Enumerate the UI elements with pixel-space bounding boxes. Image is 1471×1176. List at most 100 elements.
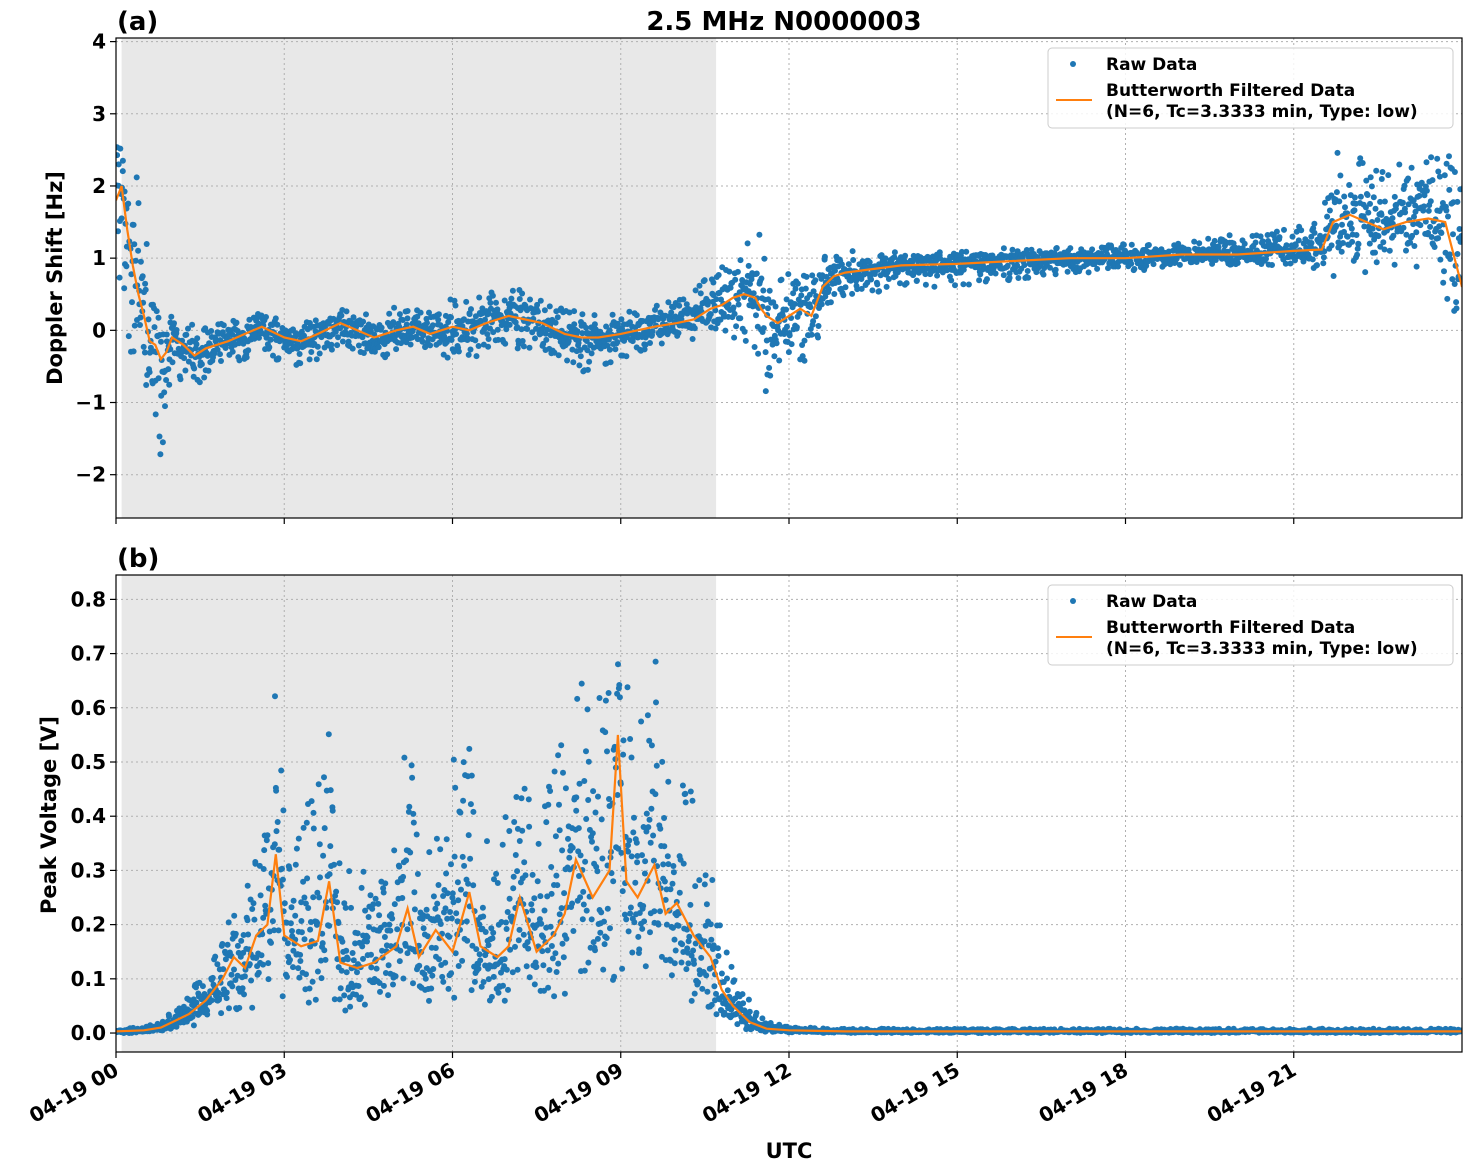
raw-data-point bbox=[361, 869, 367, 875]
raw-data-point bbox=[1411, 243, 1417, 249]
raw-data-point bbox=[493, 300, 499, 306]
raw-data-point bbox=[550, 955, 556, 961]
raw-data-point bbox=[710, 280, 716, 286]
y-tick-label: 3 bbox=[92, 102, 106, 126]
raw-data-point bbox=[519, 291, 525, 297]
raw-data-point bbox=[1354, 232, 1360, 238]
raw-data-point bbox=[197, 379, 203, 385]
raw-data-point bbox=[334, 899, 340, 905]
raw-data-point bbox=[156, 315, 162, 321]
raw-data-point bbox=[193, 1000, 199, 1006]
raw-data-point bbox=[218, 1010, 224, 1016]
raw-data-point bbox=[457, 810, 463, 816]
raw-data-point bbox=[522, 786, 528, 792]
raw-data-point bbox=[752, 344, 758, 350]
raw-data-point bbox=[439, 974, 445, 980]
raw-data-point bbox=[869, 287, 875, 293]
raw-data-point bbox=[346, 868, 352, 874]
raw-data-point bbox=[274, 828, 280, 834]
raw-data-point bbox=[1356, 241, 1362, 247]
raw-data-point bbox=[208, 328, 214, 334]
raw-data-point bbox=[433, 945, 439, 951]
raw-data-point bbox=[347, 1004, 353, 1010]
raw-data-point bbox=[224, 990, 230, 996]
raw-data-point bbox=[627, 736, 633, 742]
raw-data-point bbox=[676, 303, 682, 309]
raw-data-point bbox=[507, 896, 513, 902]
raw-data-point bbox=[753, 312, 759, 318]
raw-data-point bbox=[555, 752, 561, 758]
raw-data-point bbox=[608, 359, 614, 365]
raw-data-point bbox=[717, 922, 723, 928]
raw-data-point bbox=[1227, 232, 1233, 238]
raw-data-point bbox=[120, 168, 126, 174]
raw-data-point bbox=[553, 320, 559, 326]
raw-data-point bbox=[621, 737, 627, 743]
raw-data-point bbox=[1432, 244, 1438, 250]
raw-data-point bbox=[307, 986, 313, 992]
raw-data-point bbox=[564, 358, 570, 364]
raw-data-point bbox=[1212, 238, 1218, 244]
raw-data-point bbox=[114, 152, 120, 158]
raw-data-point bbox=[1269, 262, 1275, 268]
raw-data-point bbox=[320, 940, 326, 946]
raw-data-point bbox=[551, 993, 557, 999]
raw-data-point bbox=[948, 277, 954, 283]
raw-data-point bbox=[626, 838, 632, 844]
raw-data-point bbox=[469, 987, 475, 993]
raw-data-point bbox=[510, 288, 516, 294]
raw-data-point bbox=[892, 249, 898, 255]
raw-data-point bbox=[344, 969, 350, 975]
raw-data-point bbox=[453, 331, 459, 337]
raw-data-point bbox=[819, 301, 825, 307]
raw-data-point bbox=[656, 922, 662, 928]
raw-data-point bbox=[168, 314, 174, 320]
raw-data-point bbox=[485, 344, 491, 350]
raw-data-point bbox=[1392, 194, 1398, 200]
raw-data-point bbox=[230, 349, 236, 355]
raw-data-point bbox=[126, 333, 132, 339]
raw-data-point bbox=[612, 346, 618, 352]
raw-data-point bbox=[883, 255, 889, 261]
raw-data-point bbox=[627, 911, 633, 917]
raw-data-point bbox=[368, 892, 374, 898]
raw-data-point bbox=[503, 920, 509, 926]
raw-data-point bbox=[761, 256, 767, 262]
raw-data-point bbox=[393, 973, 399, 979]
raw-data-point bbox=[724, 950, 730, 956]
raw-data-point bbox=[1277, 234, 1283, 240]
raw-data-point bbox=[923, 282, 929, 288]
raw-data-point bbox=[765, 305, 771, 311]
raw-data-point bbox=[375, 901, 381, 907]
raw-data-point bbox=[272, 693, 278, 699]
raw-data-point bbox=[328, 787, 334, 793]
raw-data-point bbox=[1216, 244, 1222, 250]
raw-data-point bbox=[466, 832, 472, 838]
raw-data-point bbox=[816, 323, 822, 329]
raw-data-point bbox=[1242, 241, 1248, 247]
raw-data-point bbox=[209, 997, 215, 1003]
raw-data-point bbox=[670, 881, 676, 887]
raw-data-point bbox=[602, 941, 608, 947]
raw-data-point bbox=[552, 769, 558, 775]
raw-data-point bbox=[386, 311, 392, 317]
raw-data-point bbox=[952, 282, 958, 288]
raw-data-point bbox=[182, 368, 188, 374]
raw-data-point bbox=[1414, 264, 1420, 270]
raw-data-point bbox=[693, 287, 699, 293]
raw-data-point bbox=[147, 369, 153, 375]
raw-data-point bbox=[725, 987, 731, 993]
raw-data-point bbox=[713, 326, 719, 332]
raw-data-point bbox=[377, 989, 383, 995]
raw-data-point bbox=[244, 354, 250, 360]
raw-data-point bbox=[157, 451, 163, 457]
raw-data-point bbox=[178, 376, 184, 382]
raw-data-point bbox=[426, 998, 432, 1004]
raw-data-point bbox=[476, 966, 482, 972]
raw-data-point bbox=[214, 961, 220, 967]
raw-data-point bbox=[758, 276, 764, 282]
raw-data-point bbox=[424, 320, 430, 326]
raw-data-point bbox=[307, 356, 313, 362]
raw-data-point bbox=[724, 976, 730, 982]
